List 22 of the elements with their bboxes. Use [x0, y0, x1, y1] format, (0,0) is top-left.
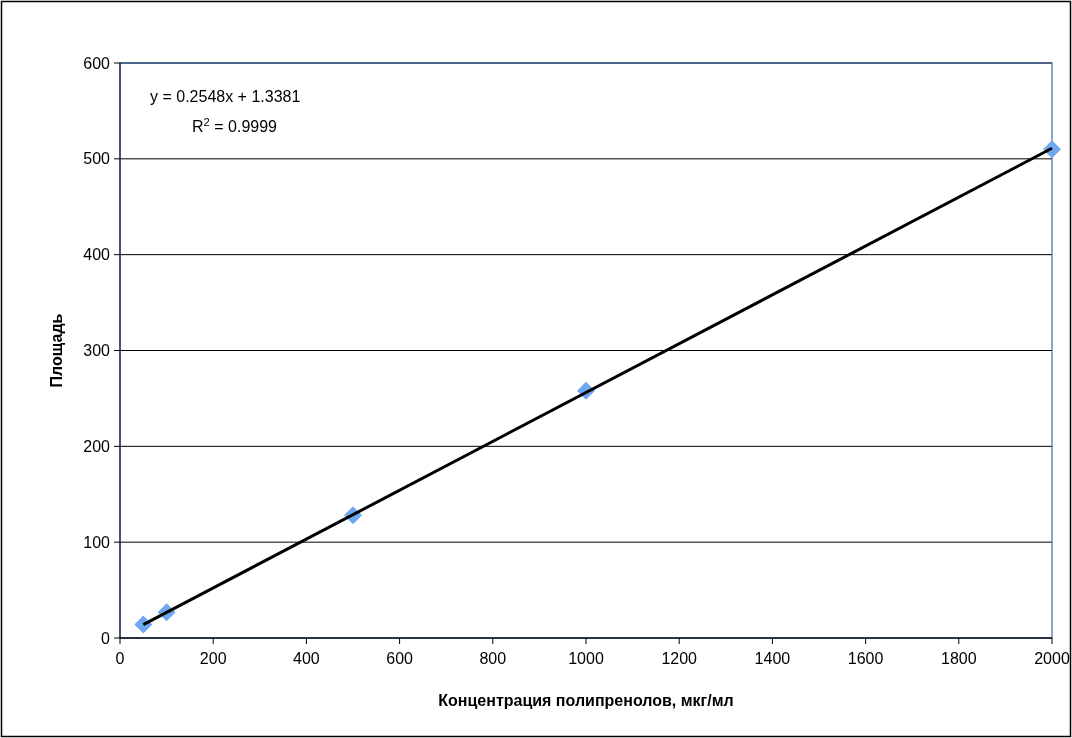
x-tick-label: 1800 — [941, 650, 977, 667]
y-tick-label: 400 — [83, 246, 111, 264]
x-tick-label: 1200 — [661, 650, 698, 667]
x-tick-label: 400 — [293, 650, 320, 667]
x-tick-label: 2000 — [1034, 650, 1070, 667]
y-tick-label: 100 — [83, 533, 111, 551]
x-tick-label: 1000 — [568, 650, 604, 667]
y-tick-label: 0 — [101, 629, 111, 647]
y-tick-label: 500 — [83, 150, 111, 168]
annotation: R$^{2}$ = 0.9999 — [192, 116, 278, 135]
x-tick-label: 1400 — [754, 650, 791, 667]
x-tick-label: 600 — [386, 650, 414, 667]
x-tick-label: 800 — [479, 650, 507, 667]
y-axis-title: Площадь — [48, 313, 65, 388]
y-tick-label: 600 — [83, 54, 111, 72]
annotation: y = 0.2548x + 1.3381 — [150, 88, 301, 105]
x-tick-label: 200 — [199, 650, 227, 667]
x-axis-title: Концентрация полипренолов, мкг/мл — [438, 692, 734, 709]
y-tick-label: 200 — [83, 437, 111, 455]
y-tick-label: 300 — [83, 342, 111, 360]
x-tick-label: 1600 — [847, 650, 884, 667]
x-tick-label: 0 — [115, 650, 125, 667]
